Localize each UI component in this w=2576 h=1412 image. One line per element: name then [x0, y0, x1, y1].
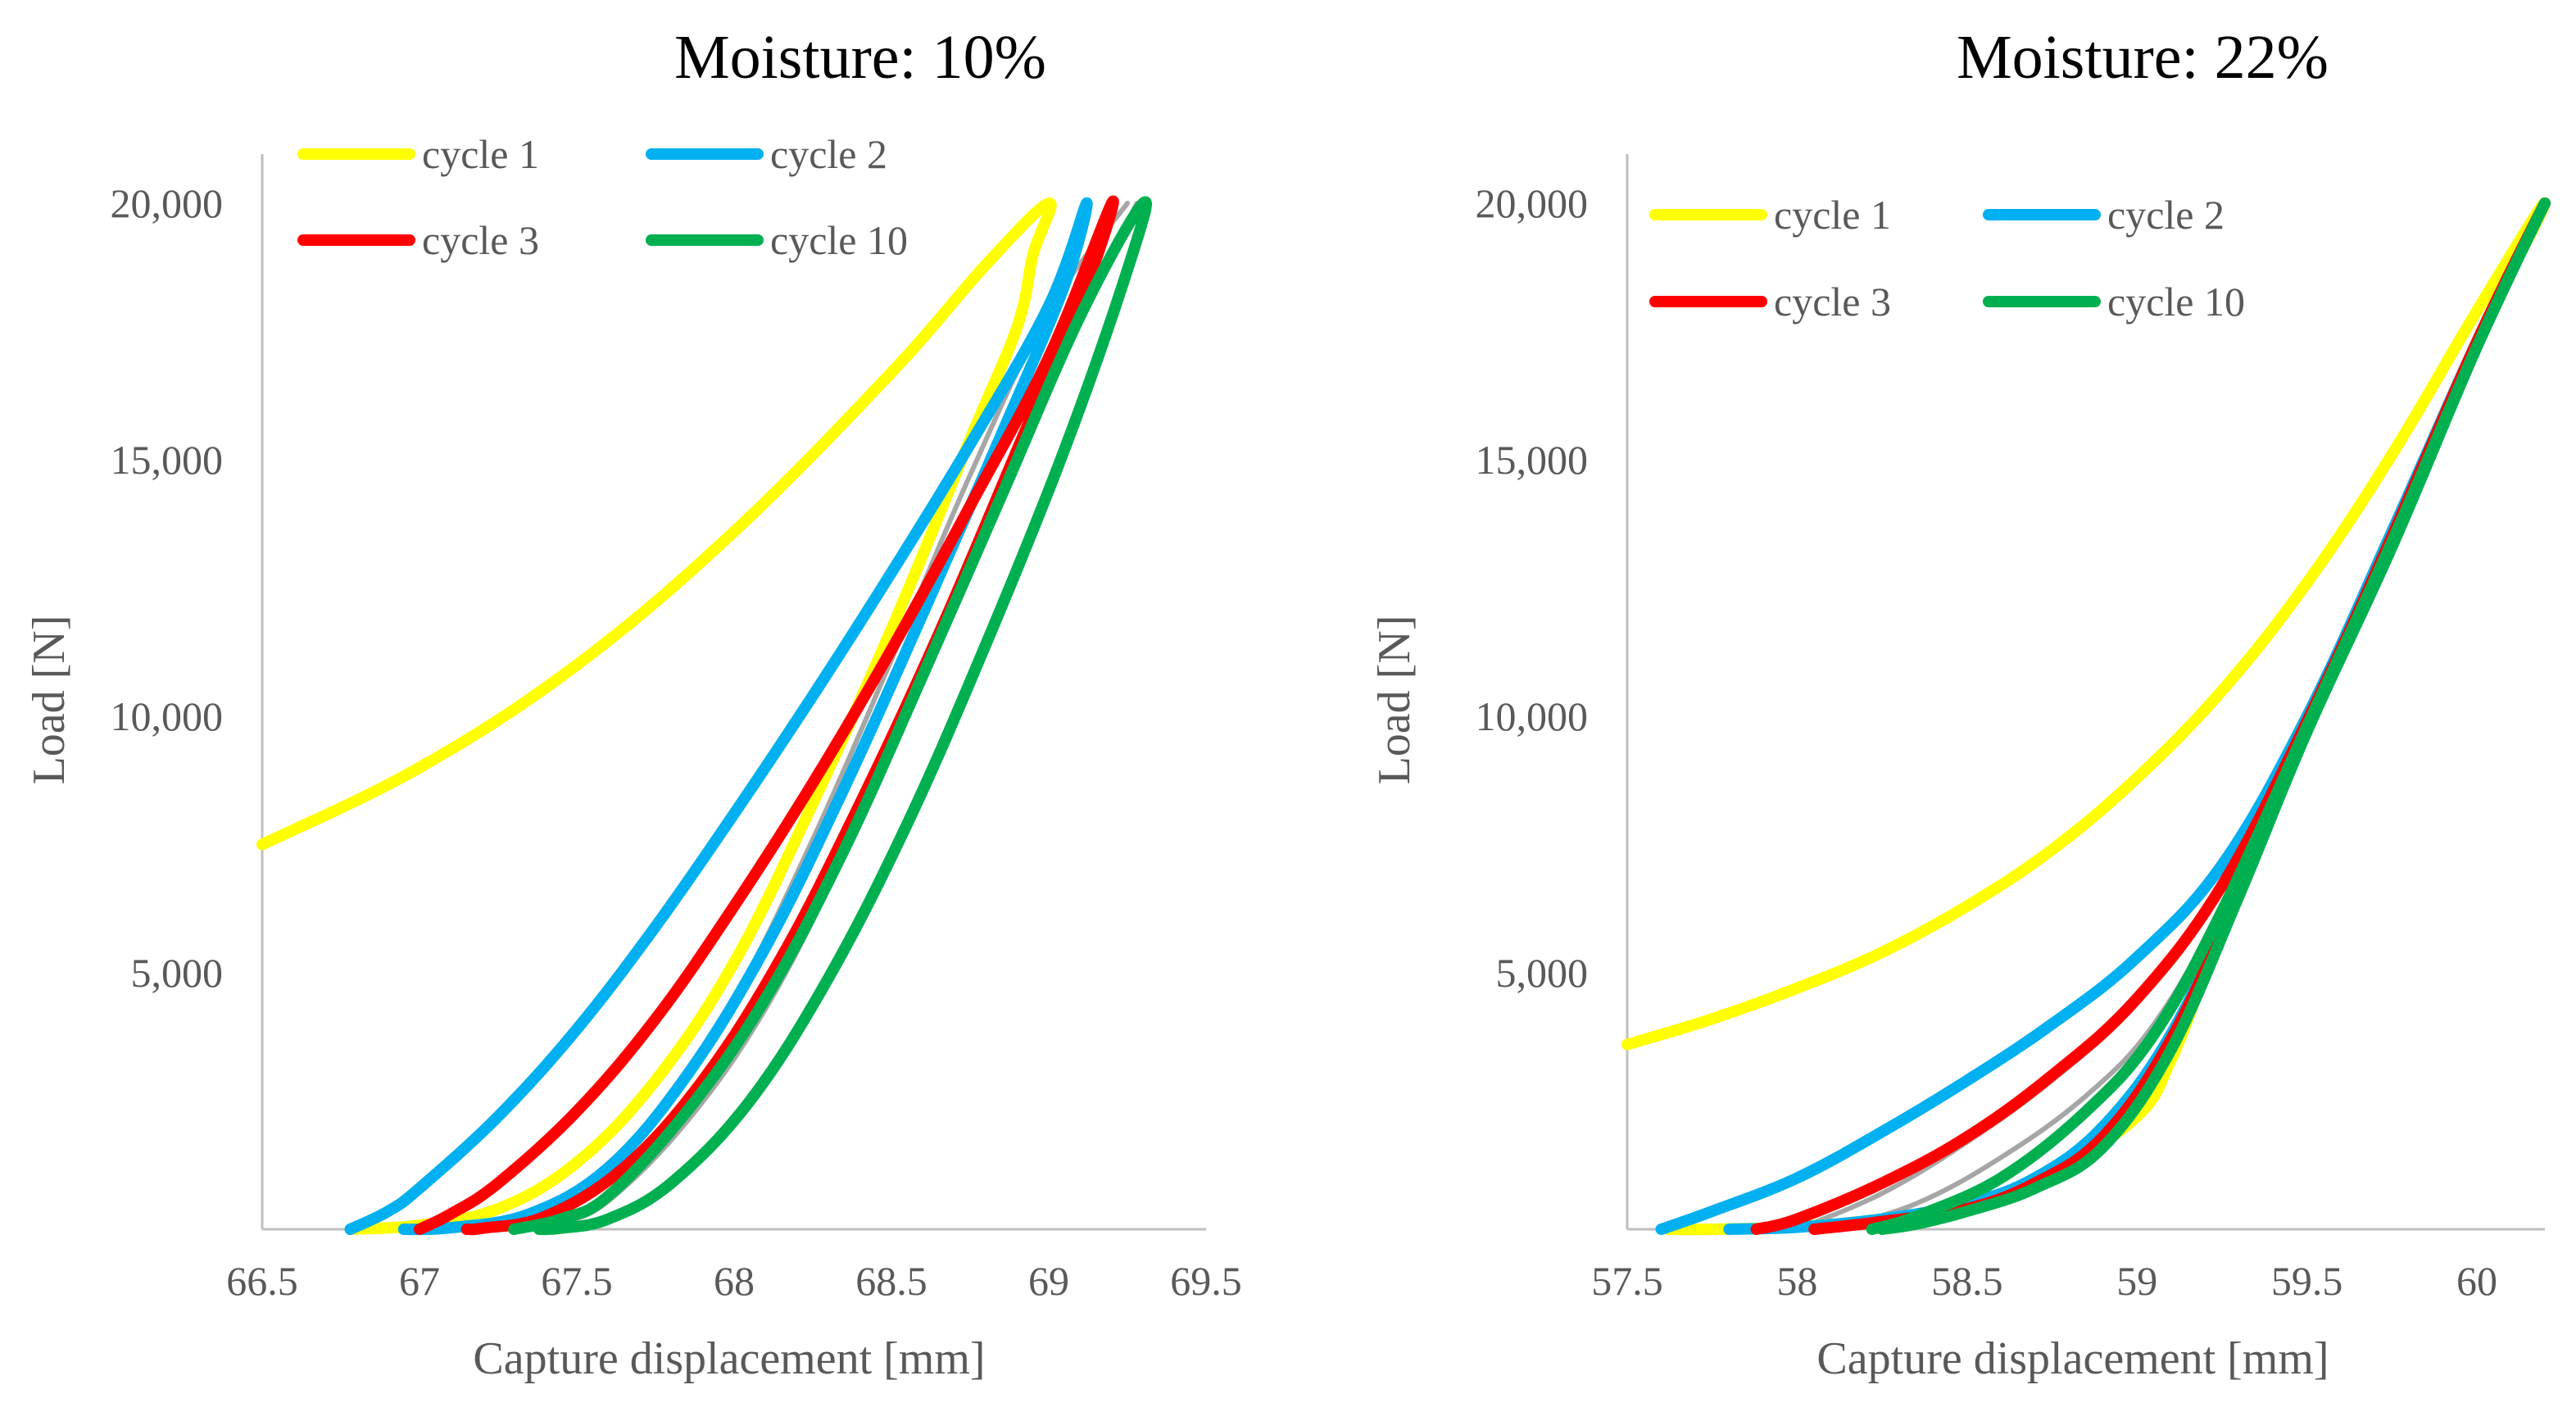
x-axis-label: Capture displacement [mm] [473, 1333, 985, 1384]
y-tick-label: 10,000 [1476, 693, 1589, 739]
series-line-cycle-2 [344, 197, 1093, 1236]
y-tick-label: 15,000 [1476, 437, 1589, 483]
y-axis-label: Load [N] [24, 615, 75, 785]
series-line-cycle-10 [508, 196, 1152, 1236]
series-line-cycle-1 [256, 197, 1057, 1235]
x-tick-label: 69 [1028, 1258, 1069, 1304]
series-group [1621, 197, 2551, 1236]
x-axis-label: Capture displacement [mm] [1816, 1333, 2329, 1384]
y-tick-label: 5,000 [131, 950, 224, 996]
y-tick-label: 20,000 [111, 180, 224, 226]
chart-title: Moisture: 10% [674, 23, 1046, 92]
x-tick-label: 68 [714, 1258, 755, 1304]
x-tick-label: 57.5 [1591, 1258, 1663, 1304]
legend-label: cycle 10 [770, 217, 908, 263]
legend-label: cycle 2 [2107, 192, 2225, 238]
x-tick-label: 67 [399, 1258, 440, 1304]
series-line-cycle-3 [414, 195, 1119, 1236]
x-tick-label: 59 [2116, 1258, 2157, 1304]
y-tick-label: 20,000 [1476, 180, 1589, 226]
series-line-cycle-10 [1866, 197, 2551, 1235]
x-tick-label: 66.5 [226, 1258, 298, 1304]
y-tick-label: 10,000 [111, 693, 224, 739]
legend-label: cycle 1 [1774, 192, 1891, 238]
legend-label: cycle 3 [422, 217, 539, 263]
x-tick-label: 58.5 [1931, 1258, 2003, 1304]
chart-panel-moisture-22: Moisture: 22% 5,000 10,000 15,000 20,000 57.5… [1369, 23, 2551, 1384]
x-tick-label: 69.5 [1170, 1258, 1242, 1304]
series-group [256, 195, 1152, 1236]
y-tick-label: 5,000 [1496, 950, 1589, 996]
x-tick-label: 58 [1776, 1258, 1817, 1304]
x-tick-label: 59.5 [2271, 1258, 2343, 1304]
y-tick-label: 15,000 [111, 437, 224, 483]
chart-title: Moisture: 22% [1957, 23, 2329, 92]
legend-label: cycle 10 [2107, 279, 2245, 325]
x-tick-label: 67.5 [541, 1258, 613, 1304]
y-axis-label: Load [N] [1369, 615, 1420, 785]
legend-label: cycle 2 [770, 131, 887, 177]
chart-panel-moisture-10: Moisture: 10% 5,000 10,000 15,000 20,000 66.5… [24, 23, 1242, 1384]
legend-label: cycle 1 [422, 131, 539, 177]
x-tick-label: 68.5 [855, 1258, 927, 1304]
legend-label: cycle 3 [1774, 279, 1891, 325]
x-tick-label: 60 [2456, 1258, 2497, 1304]
